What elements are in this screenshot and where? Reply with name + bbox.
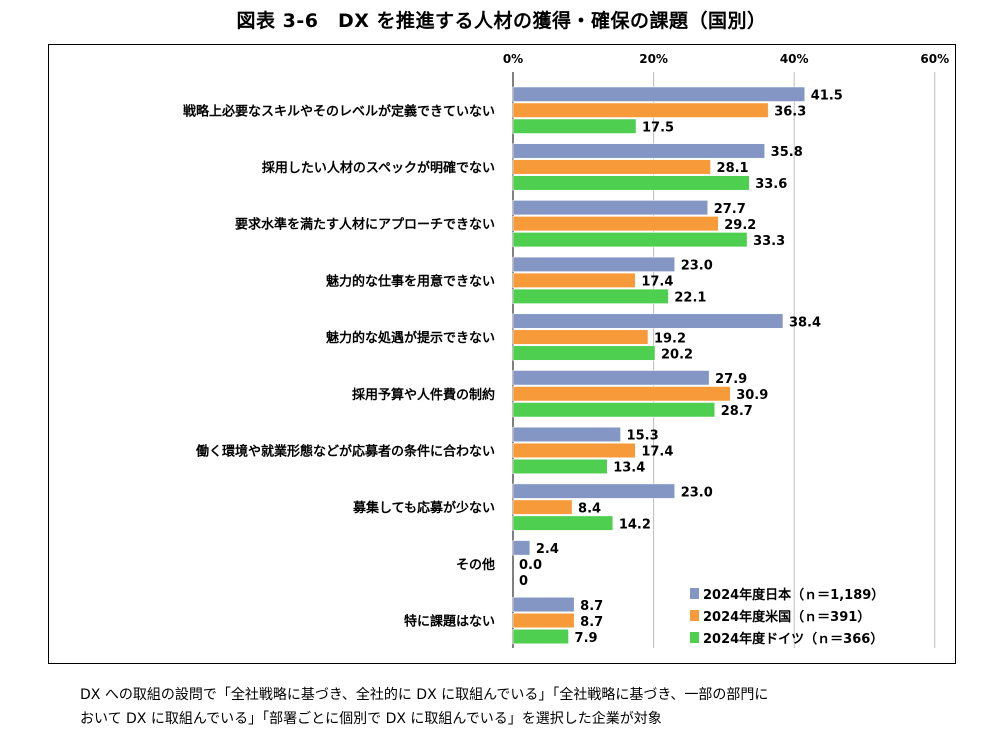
x-tick-label: 0% (503, 52, 523, 66)
data-label: 33.6 (755, 177, 787, 192)
data-label: 14.2 (619, 517, 651, 532)
data-label: 22.1 (674, 291, 706, 306)
data-label: 8.4 (578, 501, 601, 516)
data-label: 0.0 (519, 558, 542, 573)
bar (512, 499, 573, 515)
bar-chart: 0% 20% 40% 60% 戦略上必要なスキルやそのレベルが定義できていない 41.5 3… (183, 52, 949, 648)
legend-item: 2024年度米国（ｎ＝391） (690, 604, 884, 626)
data-label: 0 (519, 574, 528, 589)
bar (512, 629, 569, 645)
data-label: 23.0 (681, 485, 713, 500)
bar (512, 272, 636, 288)
bar (512, 402, 716, 418)
bar (512, 256, 675, 272)
data-label: 27.7 (714, 202, 746, 217)
legend-item: 2024年度日本（ｎ＝1,189） (690, 582, 884, 604)
data-label: 29.2 (724, 218, 756, 233)
chart-frame (48, 44, 956, 664)
bar (512, 143, 765, 159)
category-label: 特に課題はない (404, 614, 495, 630)
data-label: 28.7 (721, 404, 753, 419)
legend-label: 2024年度日本（ｎ＝1,189） (703, 587, 885, 603)
page-title: 図表 3-6 DX を推進する人材の獲得・確保の課題（国別） (236, 10, 767, 32)
data-label: 2.4 (536, 542, 559, 557)
footnote-line-2: おいて DX に取組んでいる」「部署ごとに個別で DX に取組んでいる」を選択し… (80, 711, 662, 727)
category-label: 魅力的な処遇が提示できない (326, 330, 495, 346)
x-tick-label: 20% (639, 52, 668, 66)
bar (512, 386, 731, 402)
data-label: 7.9 (575, 631, 598, 646)
data-label: 13.4 (613, 461, 645, 476)
x-tick-label: 60% (920, 52, 949, 66)
bar (512, 288, 669, 304)
data-label: 8.7 (580, 599, 603, 614)
bar (512, 159, 711, 175)
data-label: 20.2 (661, 347, 693, 362)
bar (512, 102, 769, 118)
bar (512, 442, 636, 458)
bar (512, 86, 805, 102)
data-label: 23.0 (681, 259, 713, 274)
legend-label: 2024年度米国（ｎ＝391） (703, 609, 871, 625)
category-label: 魅力的な仕事を用意できない (326, 273, 495, 289)
category-label: 採用予算や人件費の制約 (352, 387, 495, 403)
data-label: 8.7 (580, 615, 603, 630)
data-label: 28.1 (717, 161, 749, 176)
bar (512, 540, 531, 556)
data-label: 19.2 (654, 331, 686, 346)
bar (512, 515, 614, 531)
legend-item: 2024年度ドイツ（ｎ＝366） (690, 626, 884, 648)
legend-swatch (690, 587, 699, 599)
bar (512, 613, 575, 629)
data-label: 30.9 (736, 388, 768, 403)
bar (512, 483, 675, 499)
chart-legend: 2024年度日本（ｎ＝1,189） 2024年度米国（ｎ＝391） 2024年度ドイ… (690, 582, 884, 648)
category-label: 採用したい人材のスペックが明確でない (262, 160, 495, 176)
data-label: 17.5 (642, 121, 674, 136)
data-label: 15.3 (627, 429, 659, 444)
data-label: 17.4 (641, 445, 673, 460)
data-label: 36.3 (774, 105, 806, 120)
data-label: 35.8 (771, 145, 803, 160)
bar (512, 175, 750, 191)
data-label: 33.3 (753, 234, 785, 249)
category-label: 戦略上必要なスキルやそのレベルが定義できていない (183, 103, 495, 119)
data-label: 27.9 (715, 372, 747, 387)
bar (512, 426, 621, 442)
bar (512, 313, 784, 329)
legend-label: 2024年度ドイツ（ｎ＝366） (703, 631, 884, 647)
footnote-line-1: DX への取組の設問で「全社戦略に基づき、全社的に DX に取組んでいる」「全社… (80, 687, 769, 703)
bar (512, 597, 575, 613)
bar (512, 232, 748, 248)
bar (512, 216, 719, 232)
data-label: 38.4 (789, 315, 821, 330)
legend-swatch (690, 609, 699, 621)
x-tick-label: 40% (780, 52, 809, 66)
category-label: 募集しても応募が少ない (352, 500, 495, 516)
bar (512, 118, 637, 134)
category-label: 働く環境や就業形態などが応募者の条件に合わない (195, 443, 495, 459)
data-label: 41.5 (811, 89, 843, 104)
bar (512, 200, 708, 216)
bar (512, 458, 608, 474)
category-label: 要求水準を満たす人材にアプローチできない (235, 217, 495, 233)
bar (512, 329, 649, 345)
legend-swatch (690, 631, 699, 643)
category-label: その他 (456, 557, 495, 573)
bar (512, 370, 710, 386)
data-label: 17.4 (641, 275, 673, 290)
bar (512, 345, 656, 361)
